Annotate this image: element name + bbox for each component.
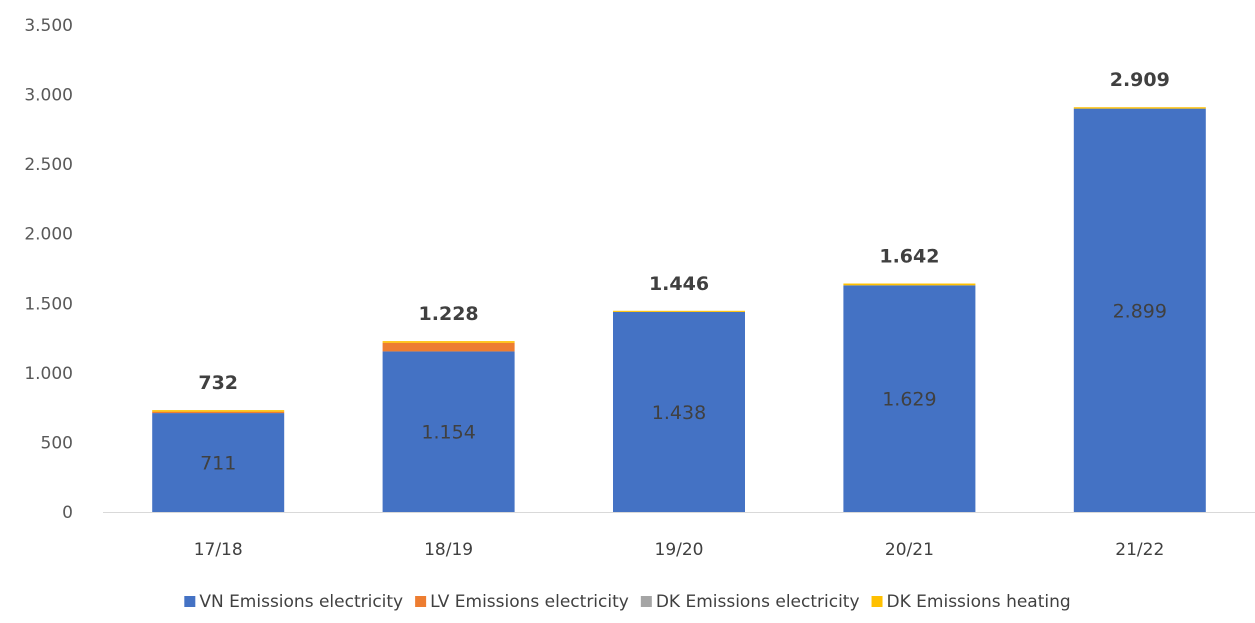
x-tick-label: 17/18 [194, 540, 243, 560]
data-labels: 711 732 1.154 1.228 1.438 1.446 1.629 1.642 2.89… [198, 69, 1169, 474]
bar-segment [382, 351, 515, 512]
y-tick-label: 1.000 [24, 364, 73, 384]
bar-value-label: 2.899 [1113, 300, 1167, 322]
bar-segment [843, 285, 976, 512]
y-tick-label: 2.500 [24, 155, 73, 175]
bar-value-label: 1.629 [882, 389, 936, 411]
legend: VN Emissions electricity LV Emissions ele… [184, 592, 1071, 612]
legend-label: VN Emissions electricity [199, 592, 403, 612]
x-tick-label: 18/19 [424, 540, 473, 560]
bar-segment [1073, 108, 1206, 513]
legend-label: DK Emissions heating [887, 592, 1071, 612]
bar-segment [382, 342, 515, 352]
bar-total-label: 1.228 [419, 303, 479, 325]
bar-segment [613, 311, 745, 512]
bar-segment [843, 283, 976, 286]
x-tick-label: 19/20 [655, 540, 704, 560]
y-tick-label: 2.000 [24, 225, 73, 245]
y-tick-label: 500 [41, 433, 73, 453]
legend-swatch [184, 596, 196, 607]
bar-segment [1073, 107, 1206, 109]
legend-swatch [871, 596, 883, 607]
legend-swatch [415, 596, 427, 607]
bar-segment [152, 413, 285, 512]
legend-label: LV Emissions electricity [430, 592, 629, 612]
y-tick-label: 0 [62, 503, 73, 523]
legend-item: DK Emissions electricity [640, 592, 860, 612]
bar-segment [613, 310, 745, 312]
legend-item: DK Emissions heating [871, 592, 1071, 612]
y-tick-label: 3.500 [24, 16, 73, 36]
bar-value-label: 711 [200, 453, 236, 475]
y-axis: 0 500 1.000 1.500 2.000 2.500 3.000 3.500 [24, 16, 73, 523]
y-tick-label: 1.500 [24, 294, 73, 314]
x-tick-label: 20/21 [885, 540, 934, 560]
bar-value-label: 1.438 [652, 402, 706, 424]
bar-segment [382, 341, 515, 343]
bar-total-label: 1.642 [879, 246, 939, 268]
bar-total-label: 2.909 [1110, 69, 1170, 91]
bar-total-label: 732 [198, 372, 238, 394]
legend-swatch [640, 596, 652, 607]
x-tick-label: 21/22 [1115, 540, 1164, 560]
bar-segment [152, 410, 285, 412]
legend-item: VN Emissions electricity [184, 592, 403, 612]
bars [152, 107, 1206, 513]
x-axis: 17/18 18/19 19/20 20/21 21/22 [103, 512, 1255, 560]
bar-segment [152, 411, 285, 414]
legend-item: LV Emissions electricity [415, 592, 629, 612]
bar-total-label: 1.446 [649, 273, 709, 295]
bar-value-label: 1.154 [421, 422, 475, 444]
y-tick-label: 3.000 [24, 86, 73, 106]
legend-label: DK Emissions electricity [656, 592, 860, 612]
